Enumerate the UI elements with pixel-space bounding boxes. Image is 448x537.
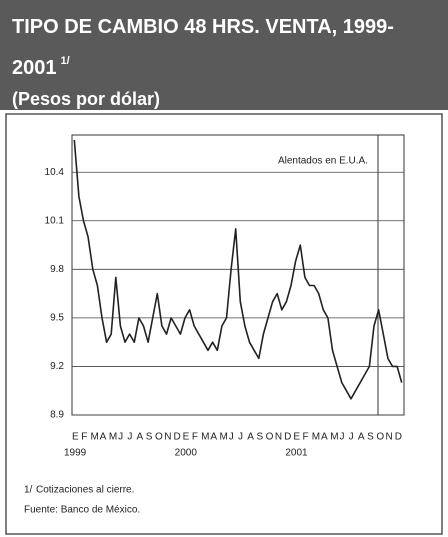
x-tick-label: E bbox=[293, 432, 300, 443]
x-tick-label: A bbox=[247, 432, 254, 443]
y-tick-label: 10.1 bbox=[45, 215, 65, 226]
x-tick-label: D bbox=[395, 432, 402, 443]
y-tick-label: 8.9 bbox=[50, 410, 64, 421]
header: TIPO DE CAMBIO 48 HRS. VENTA, 1999-2001 1… bbox=[0, 0, 448, 110]
x-tick-label: O bbox=[155, 432, 163, 443]
y-tick-label: 9.5 bbox=[50, 313, 64, 324]
footnote: Cotizaciones al cierre. bbox=[36, 485, 134, 496]
x-tick-label: A bbox=[358, 432, 365, 443]
note-marker: 1/ bbox=[60, 55, 70, 67]
x-tick-label: J bbox=[118, 432, 123, 443]
x-tick-label: A bbox=[321, 432, 328, 443]
x-tick-label: M bbox=[220, 432, 228, 443]
x-tick-label: N bbox=[275, 432, 282, 443]
x-tick-label: O bbox=[266, 432, 274, 443]
x-tick-label: D bbox=[173, 432, 180, 443]
x-tick-label: E bbox=[183, 432, 190, 443]
x-tick-label: O bbox=[376, 432, 384, 443]
x-tick-label: S bbox=[256, 432, 263, 443]
x-tick-label: S bbox=[367, 432, 374, 443]
x-tick-label: M bbox=[201, 432, 209, 443]
year-label: 2000 bbox=[175, 448, 198, 459]
annotation: Alentados en E.U.A. bbox=[278, 156, 368, 167]
x-tick-label: A bbox=[100, 432, 107, 443]
x-tick-label: M bbox=[90, 432, 98, 443]
x-tick-label: J bbox=[127, 432, 132, 443]
x-tick-label: S bbox=[146, 432, 153, 443]
x-tick-label: E bbox=[72, 432, 79, 443]
y-tick-label: 9.8 bbox=[50, 264, 64, 275]
x-tick-label: M bbox=[109, 432, 117, 443]
x-tick-label: N bbox=[386, 432, 393, 443]
x-tick-label: F bbox=[81, 432, 87, 443]
x-tick-label: F bbox=[192, 432, 198, 443]
year-label: 2001 bbox=[285, 448, 308, 459]
plot: 8.99.29.59.810.110.4E F M A M J J A S O N D E F M A M J J A… bbox=[45, 139, 404, 459]
x-tick-label: M bbox=[312, 432, 320, 443]
x-tick-label: A bbox=[137, 432, 144, 443]
x-tick-label: J bbox=[339, 432, 344, 443]
x-tick-label: D bbox=[284, 432, 291, 443]
frame bbox=[5, 113, 443, 535]
x-tick-label: J bbox=[349, 432, 354, 443]
x-tick-label: A bbox=[210, 432, 217, 443]
x-tick-label: F bbox=[303, 432, 309, 443]
title-text: TIPO DE CAMBIO 48 HRS. VENTA, 1999-2001 bbox=[12, 16, 394, 79]
x-tick-label: J bbox=[238, 432, 243, 443]
x-tick-label: M bbox=[330, 432, 338, 443]
line bbox=[73, 139, 403, 400]
y-tick-label: 10.4 bbox=[45, 167, 65, 178]
year-label: 1999 bbox=[64, 448, 87, 459]
subtitle: (Pesos por dólar) bbox=[12, 89, 161, 109]
x-tick-label: J bbox=[229, 432, 234, 443]
footnote-marker: 1/ bbox=[24, 485, 33, 496]
source: Fuente: Banco de México. bbox=[24, 505, 140, 516]
title: TIPO DE CAMBIO 48 HRS. VENTA, 1999-2001 1… bbox=[12, 10, 422, 85]
y-tick-label: 9.2 bbox=[50, 361, 64, 372]
x-tick-label: N bbox=[164, 432, 171, 443]
